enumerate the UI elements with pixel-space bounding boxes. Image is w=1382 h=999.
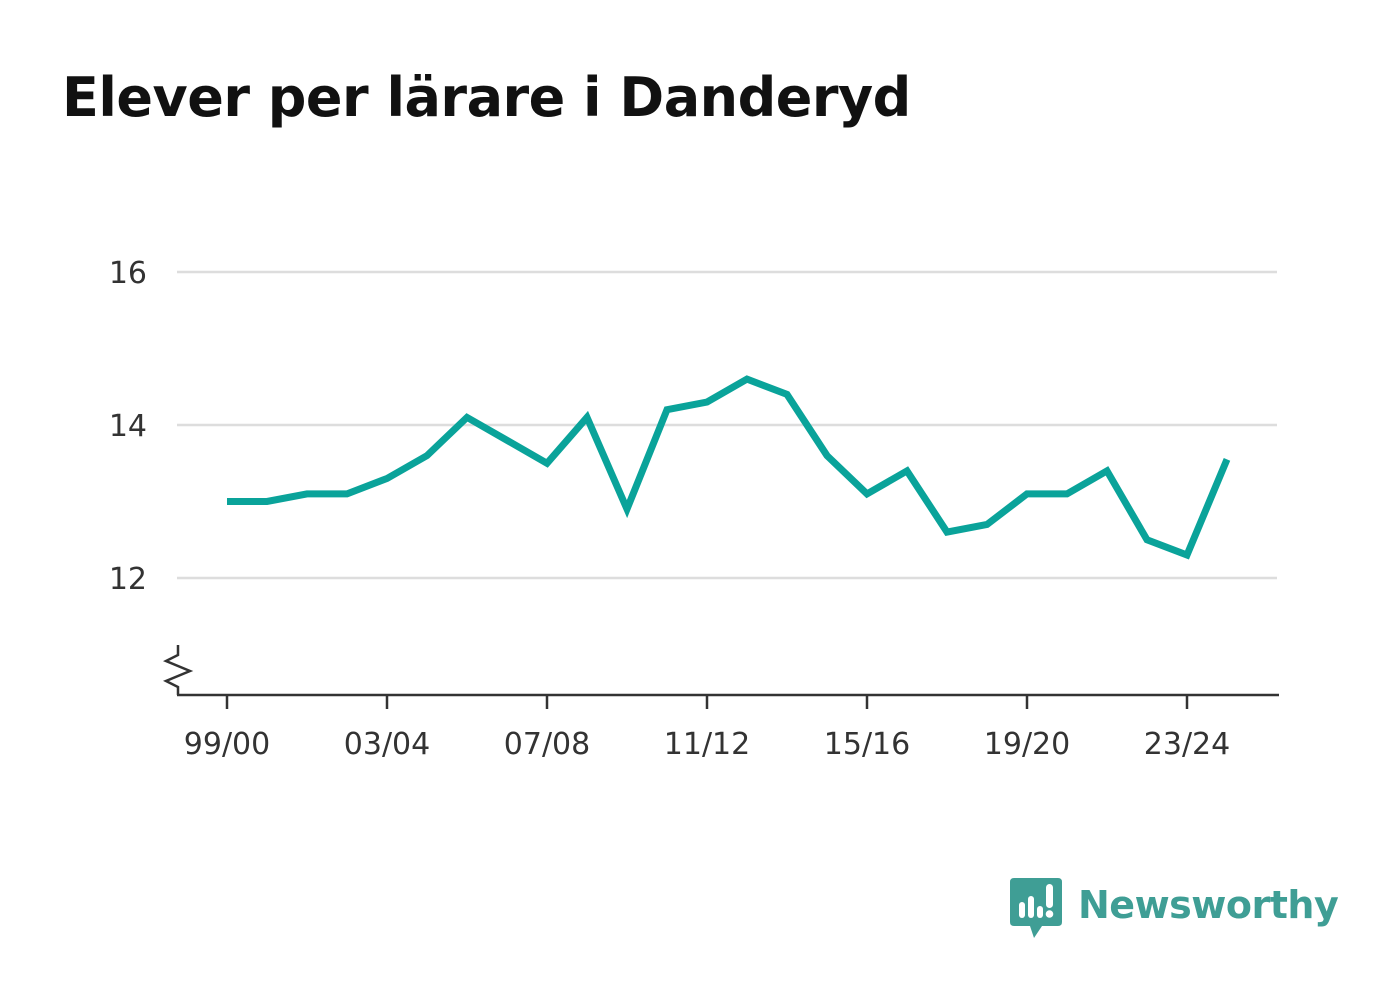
x-tick-label-23/24: 23/24 xyxy=(1144,727,1230,762)
y-axis-break-icon xyxy=(162,645,194,695)
y-tick-label-16: 16 xyxy=(109,256,147,291)
newsworthy-brand: Newsworthy xyxy=(1010,878,1339,940)
newsworthy-logo-icon xyxy=(1010,878,1062,938)
x-axis xyxy=(162,645,1279,697)
gridlines xyxy=(177,270,1277,580)
x-tick-label-19/20: 19/20 xyxy=(984,727,1070,762)
y-tick-label-12: 12 xyxy=(109,562,147,597)
series-line-0 xyxy=(227,375,1231,560)
x-axis-ticks: 99/00 03/04 07/08 11/12 15/16 19/20 23/24 xyxy=(184,695,1230,762)
brand-name: Newsworthy xyxy=(1078,883,1339,927)
x-tick-label-15/16: 15/16 xyxy=(824,727,910,762)
y-axis-ticks: 12 14 16 xyxy=(109,256,147,597)
x-tick-label-99/00: 99/00 xyxy=(184,727,270,762)
series-layer xyxy=(227,375,1231,560)
x-tick-label-07/08: 07/08 xyxy=(504,727,590,762)
y-tick-label-14: 14 xyxy=(109,409,147,444)
chart-title: Elever per lärare i Danderyd xyxy=(62,66,911,129)
x-tick-label-11/12: 11/12 xyxy=(664,727,750,762)
x-tick-label-03/04: 03/04 xyxy=(344,727,430,762)
